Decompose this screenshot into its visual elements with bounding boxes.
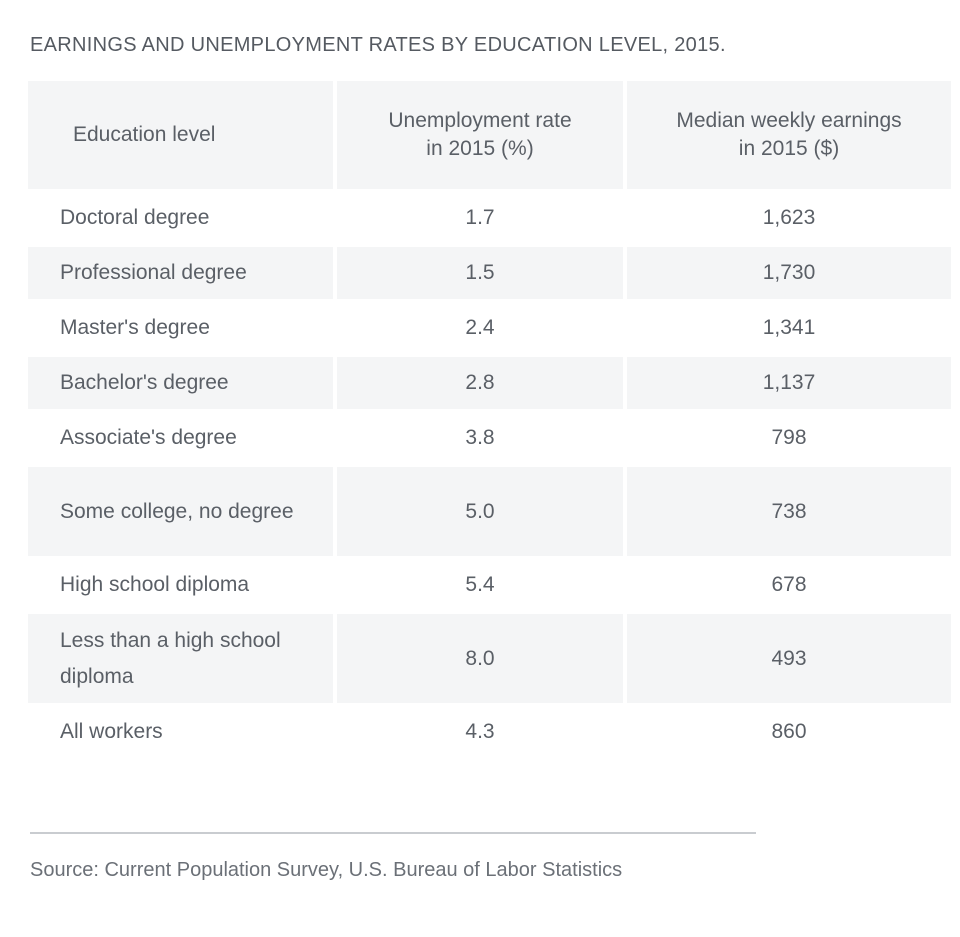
table-row: All workers 4.3 860 — [28, 706, 951, 758]
table-body: Doctoral degree 1.7 1,623 Professional degr… — [28, 192, 951, 758]
education-level-cell: Associate's degree — [28, 412, 333, 464]
education-level-cell: Master's degree — [28, 302, 333, 354]
education-level-cell: Bachelor's degree — [28, 357, 333, 409]
unemployment-rate-cell: 3.8 — [337, 412, 623, 464]
header-median-earnings: Median weekly earnings in 2015 ($) — [627, 81, 951, 189]
education-level-cell: All workers — [28, 706, 333, 758]
median-earnings-cell: 798 — [627, 412, 951, 464]
table-row: Bachelor's degree 2.8 1,137 — [28, 357, 951, 409]
header-education-level: Education level — [28, 81, 333, 189]
table-row: Some college, no degree 5.0 738 — [28, 467, 951, 556]
education-level-cell: Some college, no degree — [28, 467, 333, 556]
education-level-cell: Professional degree — [28, 247, 333, 299]
table-row: Professional degree 1.5 1,730 — [28, 247, 951, 299]
table-row: Doctoral degree 1.7 1,623 — [28, 192, 951, 244]
median-earnings-cell: 738 — [627, 467, 951, 556]
table-row: High school diploma 5.4 678 — [28, 559, 951, 611]
header-earnings-line1: Median weekly earnings — [676, 109, 902, 132]
median-earnings-cell: 860 — [627, 706, 951, 758]
table-row: Master's degree 2.4 1,341 — [28, 302, 951, 354]
median-earnings-cell: 493 — [627, 614, 951, 703]
header-row: Education level Unemployment rate in 201… — [28, 81, 951, 189]
median-earnings-cell: 1,623 — [627, 192, 951, 244]
header-earnings-line2: in 2015 ($) — [738, 137, 840, 160]
unemployment-rate-cell: 2.4 — [337, 302, 623, 354]
median-earnings-cell: 1,137 — [627, 357, 951, 409]
divider-rule — [30, 832, 756, 834]
median-earnings-cell: 1,341 — [627, 302, 951, 354]
education-level-cell: Doctoral degree — [28, 192, 333, 244]
unemployment-rate-cell: 2.8 — [337, 357, 623, 409]
table-title: EARNINGS AND UNEMPLOYMENT RATES BY EDUCA… — [30, 34, 726, 56]
source-note: Source: Current Population Survey, U.S. … — [30, 859, 623, 881]
earnings-unemployment-table: Education level Unemployment rate in 201… — [24, 78, 955, 761]
education-level-cell: High school diploma — [28, 559, 333, 611]
unemployment-rate-cell: 5.4 — [337, 559, 623, 611]
education-level-cell: Less than a high school diploma — [28, 614, 333, 703]
median-earnings-cell: 1,730 — [627, 247, 951, 299]
unemployment-rate-cell: 1.7 — [337, 192, 623, 244]
header-unemployment-line2: in 2015 (%) — [426, 137, 534, 160]
header-unemployment-line1: Unemployment rate — [388, 109, 572, 132]
table-row: Associate's degree 3.8 798 — [28, 412, 951, 464]
unemployment-rate-cell: 8.0 — [337, 614, 623, 703]
unemployment-rate-cell: 5.0 — [337, 467, 623, 556]
unemployment-rate-cell: 4.3 — [337, 706, 623, 758]
median-earnings-cell: 678 — [627, 559, 951, 611]
header-unemployment-rate: Unemployment rate in 2015 (%) — [337, 81, 623, 189]
table-row: Less than a high school diploma 8.0 493 — [28, 614, 951, 703]
unemployment-rate-cell: 1.5 — [337, 247, 623, 299]
